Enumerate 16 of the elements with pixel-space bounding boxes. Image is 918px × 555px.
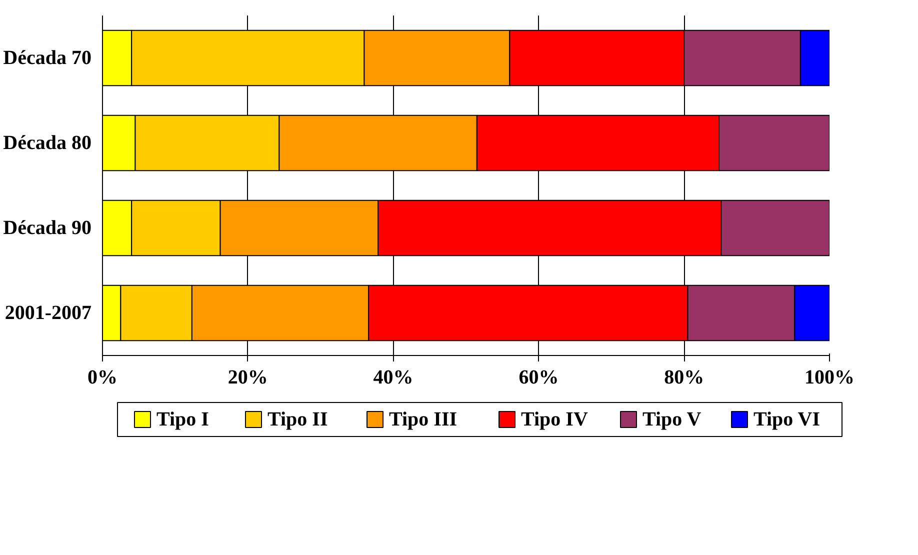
legend-label: Tipo VI bbox=[754, 408, 820, 430]
x-tick-label: 40% bbox=[373, 366, 414, 388]
x-tick-label: 0% bbox=[88, 366, 118, 388]
x-tick-label: 100% bbox=[804, 366, 854, 388]
x-tick-label: 60% bbox=[518, 366, 559, 388]
legend-label: Tipo III bbox=[389, 408, 458, 430]
y-tick-label: Década 70 bbox=[3, 47, 92, 69]
y-tick-label: 2001-2007 bbox=[4, 302, 92, 324]
legend-label: Tipo I bbox=[156, 408, 210, 430]
legend-label: Tipo IV bbox=[521, 408, 588, 430]
legend-label: Tipo II bbox=[268, 408, 328, 430]
legend-label: Tipo V bbox=[642, 408, 702, 430]
x-tick-label: 20% bbox=[228, 366, 268, 388]
x-tick-label: 80% bbox=[664, 366, 704, 388]
y-tick-label: Década 90 bbox=[3, 217, 92, 239]
y-tick-label: Década 80 bbox=[3, 132, 92, 154]
